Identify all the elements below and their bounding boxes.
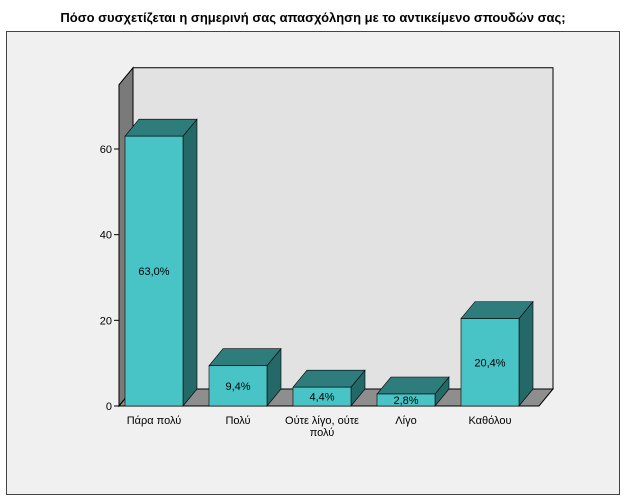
data-label: 63,0% — [138, 266, 169, 278]
category-label: Λίγο — [395, 415, 416, 427]
bar — [292, 369, 366, 407]
data-label: 2,8% — [393, 395, 418, 407]
data-label: 20,4% — [474, 357, 505, 369]
category-label: Πάρα πολύ — [127, 415, 182, 427]
data-label: 9,4% — [225, 381, 250, 393]
y-tick-label: 20 — [100, 315, 112, 327]
category-label: Ούτε λίγο, ούτε πολύ — [285, 415, 359, 439]
bar — [376, 376, 450, 407]
bar-front — [460, 318, 520, 407]
bar-side — [182, 118, 198, 407]
y-tick-label: 0 — [106, 401, 112, 413]
bar-front — [208, 365, 268, 407]
bar — [208, 347, 282, 407]
bar-side — [518, 300, 534, 407]
category-label: Καθόλου — [468, 415, 511, 427]
bar — [460, 300, 534, 407]
bar — [124, 118, 198, 407]
y-tick-label: 60 — [100, 144, 112, 156]
chart-title: Πόσο συσχετίζεται η σημερινή σας απασχόλ… — [60, 10, 566, 25]
bar-front — [124, 135, 184, 407]
bar-front — [376, 393, 436, 407]
data-label: 4,4% — [309, 392, 334, 404]
bar-front — [292, 386, 352, 407]
category-label: Πολύ — [225, 415, 250, 427]
y-tick-label: 40 — [100, 230, 112, 242]
